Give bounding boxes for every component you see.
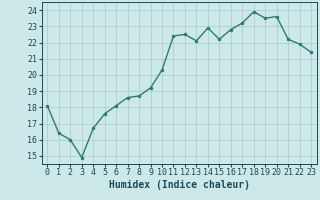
X-axis label: Humidex (Indice chaleur): Humidex (Indice chaleur) bbox=[109, 180, 250, 190]
